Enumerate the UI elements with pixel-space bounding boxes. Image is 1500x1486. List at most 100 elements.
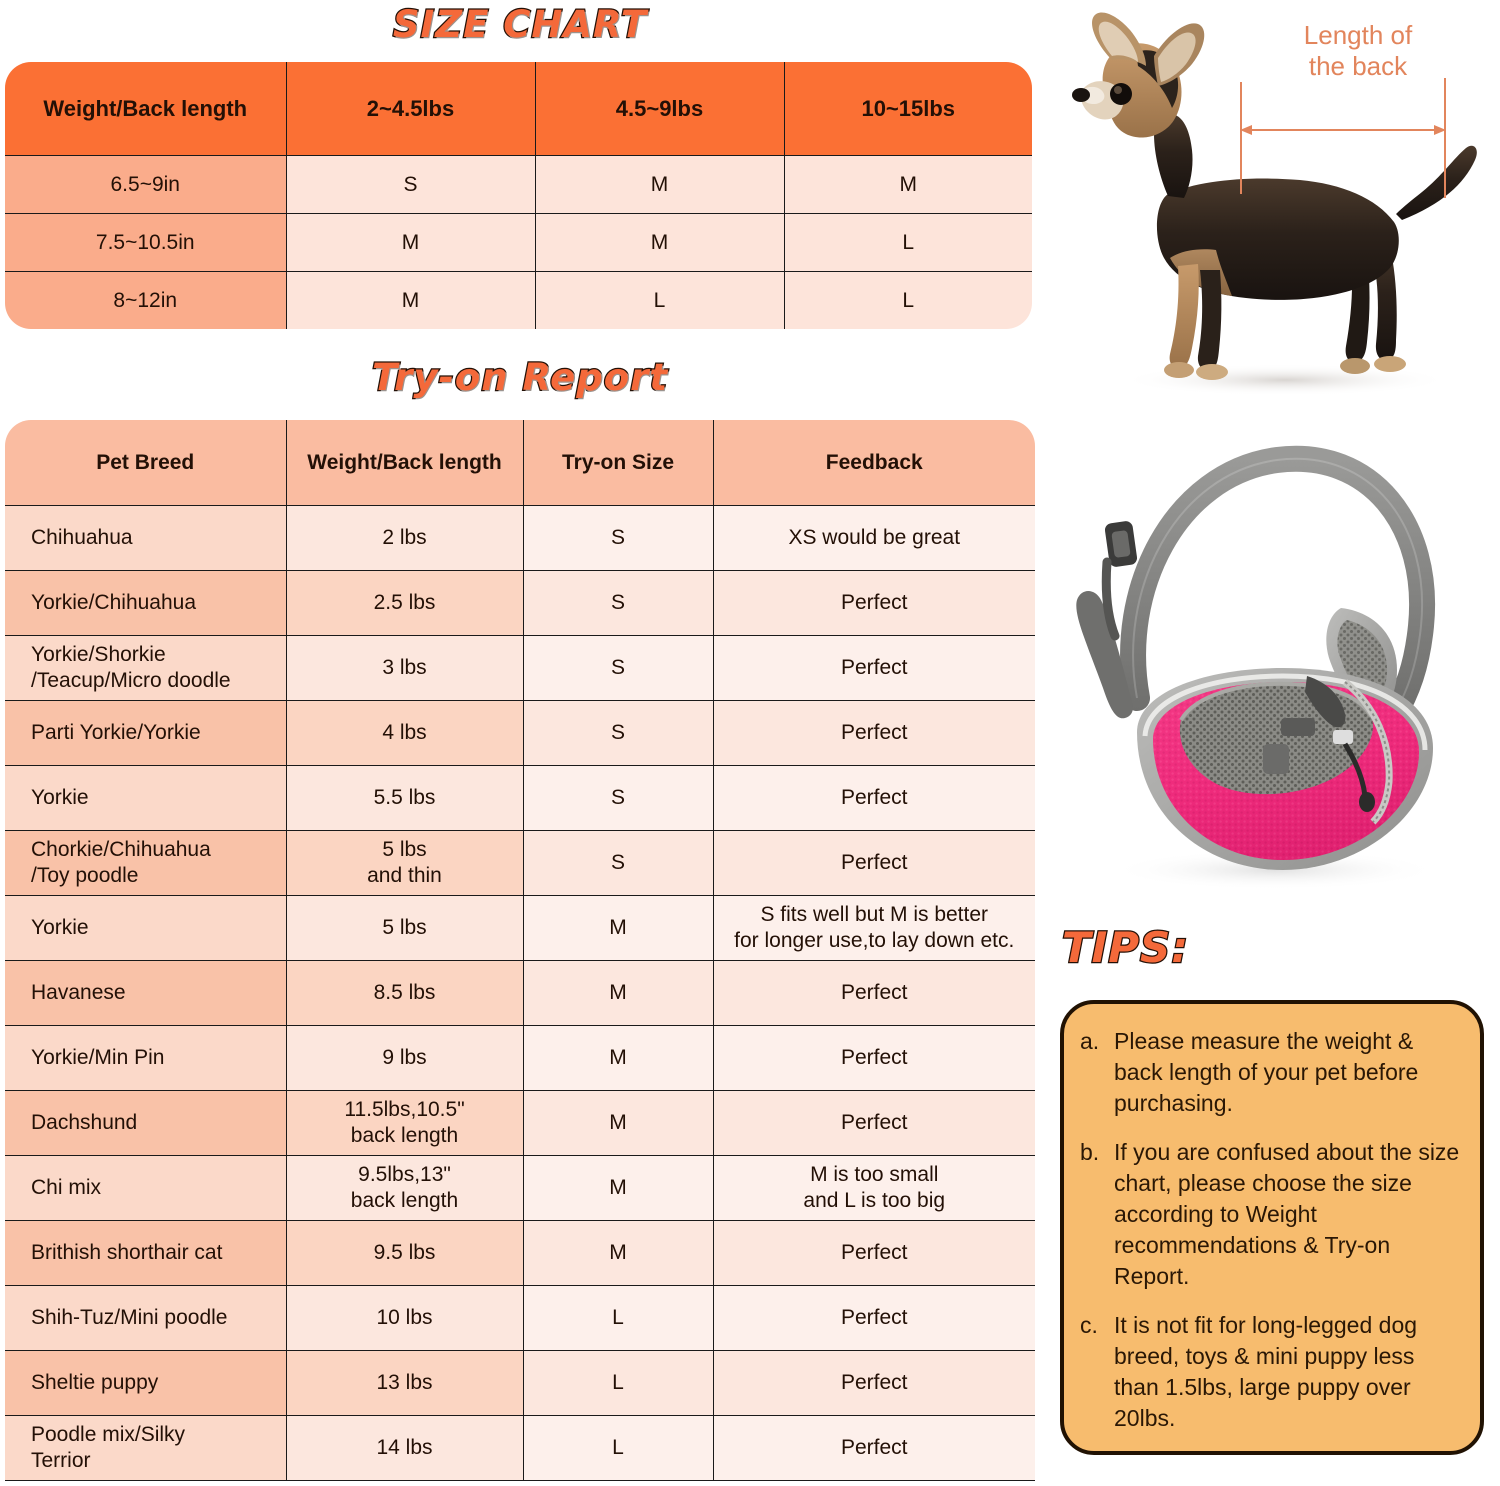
tryon-cell-text: 4 lbs xyxy=(382,720,427,744)
tip-text: It is not fit for long-legged dog breed,… xyxy=(1114,1312,1418,1431)
tip-text: If you are confused about the size chart… xyxy=(1114,1139,1460,1289)
tryon-report-title: Try-on Report xyxy=(371,355,669,401)
tryon-cell-size: S xyxy=(522,570,714,636)
tryon-cell-size: S xyxy=(522,830,714,896)
tryon-cell-breed: Sheltie puppy xyxy=(5,1350,287,1416)
size-chart-row: 7.5~10.5in M M L xyxy=(5,213,1032,272)
tryon-cell-text: 11.5lbs,10.5" back length xyxy=(344,1097,465,1147)
tryon-cell-size: M xyxy=(522,1025,714,1091)
size-chart-col-header-3: 10~15lbs xyxy=(783,62,1032,156)
tryon-cell-text: 5 lbs and thin xyxy=(367,837,442,887)
tryon-col-header-1: Weight/Back length xyxy=(285,420,524,506)
tryon-cell-feedback: Perfect xyxy=(712,765,1035,831)
tryon-table-row: Poodle mix/Silky Terrior 14 lbs L Perfect xyxy=(5,1415,1035,1481)
size-chart-col-header-2: 4.5~9lbs xyxy=(534,62,785,156)
tryon-table-row: Parti Yorkie/Yorkie 4 lbs S Perfect xyxy=(5,700,1035,766)
tip-marker: a. xyxy=(1080,1028,1100,1054)
tryon-cell-text: 5 lbs xyxy=(382,915,427,939)
tryon-cell-weight: 10 lbs xyxy=(285,1285,524,1351)
size-chart-back-length: 7.5~10.5in xyxy=(5,213,287,272)
tryon-cell-feedback: Perfect xyxy=(712,635,1035,701)
tryon-table-row: Dachshund 11.5lbs,10.5" back length M Perfe… xyxy=(5,1090,1035,1156)
tryon-cell-text: Brithish shorthair cat xyxy=(31,1240,223,1264)
size-chart-cell: M xyxy=(783,155,1032,214)
tryon-cell-size: S xyxy=(522,700,714,766)
tryon-cell-text: L xyxy=(612,1370,624,1394)
tryon-cell-feedback: Perfect xyxy=(712,1220,1035,1286)
tryon-cell-text: Chorkie/Chihuahua /Toy poodle xyxy=(31,837,211,887)
tryon-cell-text: 2.5 lbs xyxy=(373,590,436,614)
tryon-cell-feedback: Perfect xyxy=(712,1350,1035,1416)
tryon-table-row: Yorkie/Chihuahua 2.5 lbs S Perfect xyxy=(5,570,1035,636)
tryon-cell-text: S xyxy=(610,525,625,549)
tryon-cell-weight: 4 lbs xyxy=(285,700,524,766)
tryon-cell-feedback: Perfect xyxy=(712,1415,1035,1481)
tryon-cell-text: Yorkie xyxy=(31,915,89,939)
tryon-table-row: Chi mix 9.5lbs,13" back length M M is too s… xyxy=(5,1155,1035,1221)
tryon-cell-breed: Shih-Tuz/Mini poodle xyxy=(5,1285,287,1351)
tip-item: c. It is not fit for long-legged dog bre… xyxy=(1080,1310,1462,1434)
tryon-cell-text: Havanese xyxy=(31,980,126,1004)
tryon-cell-feedback: Perfect xyxy=(712,1285,1035,1351)
tryon-cell-weight: 14 lbs xyxy=(285,1415,524,1481)
back-length-label: Length of the back xyxy=(1303,20,1413,81)
tip-marker: b. xyxy=(1080,1139,1100,1165)
size-chart-back-length: 8~12in xyxy=(5,271,287,329)
tryon-cell-text: Perfect xyxy=(840,590,908,614)
tryon-cell-weight: 9.5 lbs xyxy=(285,1220,524,1286)
size-chart-cell: L xyxy=(783,271,1032,329)
tryon-table-row: Sheltie puppy 13 lbs L Perfect xyxy=(5,1350,1035,1416)
tryon-cell-size: M xyxy=(522,1220,714,1286)
size-chart-col-header-1: 2~4.5lbs xyxy=(285,62,536,156)
tryon-cell-weight: 3 lbs xyxy=(285,635,524,701)
tryon-cell-feedback: Perfect xyxy=(712,570,1035,636)
tryon-cell-text: L xyxy=(612,1435,624,1459)
tryon-cell-text: Perfect xyxy=(840,980,908,1004)
tryon-cell-breed: Poodle mix/Silky Terrior xyxy=(5,1415,287,1481)
tryon-cell-text: Perfect xyxy=(840,1240,908,1264)
size-chart-back-length: 6.5~9in xyxy=(5,155,287,214)
tryon-cell-breed: Yorkie/Shorkie /Teacup/Micro doodle xyxy=(5,635,287,701)
tryon-cell-text: 5.5 lbs xyxy=(373,785,436,809)
tryon-cell-size: L xyxy=(522,1350,714,1416)
tryon-cell-size: L xyxy=(522,1415,714,1481)
tip-text: Please measure the weight & back length … xyxy=(1114,1028,1419,1116)
tryon-cell-text: Perfect xyxy=(840,1370,908,1394)
size-chart-row: 6.5~9in S M M xyxy=(5,155,1032,214)
tryon-cell-text: S xyxy=(610,590,625,614)
tryon-cell-feedback: Perfect xyxy=(712,700,1035,766)
tryon-cell-text: Chi mix xyxy=(31,1175,102,1199)
tryon-cell-breed: Chi mix xyxy=(5,1155,287,1221)
tryon-col-header-3: Feedback xyxy=(712,420,1035,506)
tryon-cell-size: S xyxy=(522,765,714,831)
tryon-cell-weight: 5 lbs xyxy=(285,895,524,961)
tryon-cell-text: M xyxy=(609,1240,627,1264)
tryon-cell-breed: Parti Yorkie/Yorkie xyxy=(5,700,287,766)
tryon-cell-text: Yorkie/Min Pin xyxy=(31,1045,165,1069)
tryon-cell-feedback: XS would be great xyxy=(712,505,1035,571)
tryon-cell-text: M xyxy=(609,1110,627,1134)
tryon-cell-text: 14 lbs xyxy=(376,1435,433,1459)
tryon-cell-text: Dachshund xyxy=(31,1110,138,1134)
size-chart-header-row: Weight/Back length 2~4.5lbs 4.5~9lbs 10~… xyxy=(5,62,1032,156)
size-chart-cell: M xyxy=(534,213,785,272)
tryon-cell-text: 10 lbs xyxy=(376,1305,433,1329)
measure-guide-left-line xyxy=(1240,82,1242,194)
tryon-cell-text: Yorkie xyxy=(31,785,89,809)
tryon-cell-text: Poodle mix/Silky Terrior xyxy=(31,1422,186,1472)
size-chart-table: Weight/Back length 2~4.5lbs 4.5~9lbs 10~… xyxy=(5,62,1032,329)
tryon-cell-text: Perfect xyxy=(840,785,908,809)
tryon-cell-text: Perfect xyxy=(840,1110,908,1134)
tryon-cell-weight: 2 lbs xyxy=(285,505,524,571)
tryon-cell-text: S xyxy=(610,655,625,679)
tips-title: TIPS: xyxy=(1061,922,1190,974)
info-panel-left: SIZE CHART Weight/Back length 2~4.5lbs 4… xyxy=(5,2,1035,1481)
tryon-cell-feedback: S fits well but M is better for longer u… xyxy=(712,895,1035,961)
tryon-cell-weight: 9.5lbs,13" back length xyxy=(285,1155,524,1221)
tryon-cell-text: S xyxy=(610,850,625,874)
tryon-cell-text: Perfect xyxy=(840,1305,908,1329)
tryon-cell-text: 8.5 lbs xyxy=(373,980,436,1004)
tryon-cell-text: Shih-Tuz/Mini poodle xyxy=(31,1305,228,1329)
tryon-cell-text: 2 lbs xyxy=(382,525,427,549)
tryon-report-table: Pet Breed Weight/Back length Try-on Size… xyxy=(5,420,1035,1481)
